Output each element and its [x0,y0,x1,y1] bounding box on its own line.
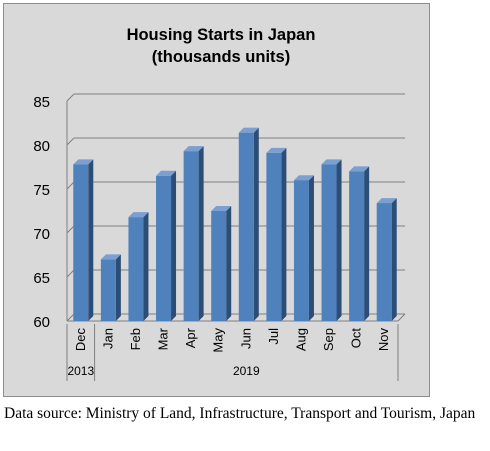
year-group-label: 2013 [67,364,94,378]
bar [156,175,172,321]
gridline-depth [66,181,75,190]
gridline-depth [66,313,75,322]
bar [238,132,254,321]
category-label: Jan [100,328,115,349]
category-label: May [211,328,226,353]
bar [266,152,282,321]
bar-top [183,146,204,152]
bar-side [226,206,232,321]
bar-top [238,127,259,133]
bar [293,180,309,321]
bar [183,151,199,321]
bar-side [143,212,149,321]
y-tick-label: 60 [33,314,50,331]
bar-top [211,206,232,211]
bar-side [336,159,342,321]
category-label: Apr [183,327,198,348]
bar-side [391,198,397,321]
category-label: Dec [73,328,88,352]
bar-top [128,212,149,218]
gridline-depth [66,93,75,102]
bar-top [73,159,94,165]
bar-side [364,166,370,321]
chart-title-line: Housing Starts in Japan [127,26,316,44]
chart-area: 60 65 70 75 80 85 Dec Jan Feb Mar Apr May Jun Jul Aug S… [3,3,430,397]
year-group-label: 2019 [233,364,260,378]
bar [100,259,116,321]
y-tick-label: 85 [33,94,50,111]
gridline-depth [66,137,75,146]
bar-top [156,170,177,176]
category-label: Oct [349,328,364,349]
bar-side [281,147,287,321]
bar-side [171,170,177,321]
category-label: Mar [156,327,171,350]
chart-title-line: (thousands units) [152,48,290,66]
bar-side [115,254,121,321]
housing-starts-chart: 60 65 70 75 80 85 Dec Jan Feb Mar Apr May Jun Jul Aug S… [33,26,406,381]
category-label: Nov [376,328,391,352]
bar-top [321,159,342,165]
bar [349,171,365,321]
bar-top [266,147,287,153]
gridline-depth [66,269,75,278]
bar-top [349,166,370,172]
bar [321,164,337,321]
category-label: Sep [321,328,336,351]
bar-side [88,159,94,321]
bar-top [293,175,314,181]
y-tick-label: 75 [33,182,50,199]
bar-top [100,254,121,260]
category-label: Feb [128,328,143,350]
y-tick-label: 70 [33,226,50,243]
bar-top [376,198,397,204]
floor-right-edge [397,313,406,322]
gridline-depth [66,225,75,234]
category-label: Jun [238,328,253,349]
y-tick-label: 65 [33,270,50,287]
y-tick-label: 80 [33,138,50,155]
category-label: Jul [266,328,281,345]
bar [376,203,392,321]
bar [128,217,144,321]
data-source-caption: Data source: Ministry of Land, Infrastru… [4,405,476,422]
bar [211,211,227,321]
bar-side [253,127,259,322]
bar [73,164,89,321]
bar-side [308,175,314,321]
category-label: Aug [293,328,308,351]
bar-side [198,146,204,321]
